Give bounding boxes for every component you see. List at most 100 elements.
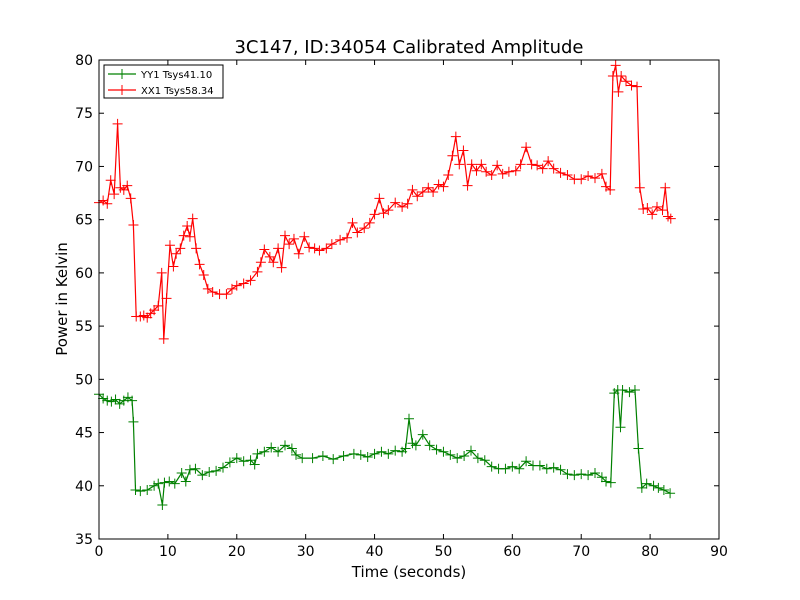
legend-marker [117,69,127,79]
x-tick-label: 10 [159,544,177,560]
data-point [459,450,470,461]
data-point [362,452,373,463]
data-point [255,257,266,268]
data-point [359,223,370,234]
data-point [610,60,621,71]
legend: YY1 Tsys41.10 XX1 Tsys58.34 [103,64,224,99]
data-point [364,217,375,228]
data-point [632,81,643,92]
data-point [184,231,195,242]
data-point [626,80,637,91]
data-point [207,287,218,298]
data-point [231,453,242,464]
data-point [424,440,435,451]
data-point [110,394,121,405]
data-point [402,198,413,209]
data-point [438,181,449,192]
data-point [180,476,191,487]
legend-box [103,64,224,99]
data-point [665,213,676,224]
data-point [273,243,284,254]
y-tick-label: 75 [75,106,93,122]
data-point [231,280,242,291]
series-xx1 [94,60,676,344]
x-tick-label: 50 [435,544,453,560]
data-point [583,470,594,481]
data-point [390,445,401,456]
data-point [106,396,117,407]
x-tick-label: 20 [228,544,246,560]
data-point [400,443,411,454]
data-point [407,184,418,195]
data-point [245,275,256,286]
data-point [352,227,363,238]
data-point [624,387,635,398]
data-point [157,499,168,510]
data-point [503,166,514,177]
data-point [613,86,624,97]
data-point [569,470,580,481]
legend-entry: YY1 Tsys41.10 [108,69,212,81]
y-tick-label: 55 [75,319,93,335]
data-point [653,482,664,493]
x-tick-label: 40 [366,544,384,560]
data-point [638,204,649,215]
data-point [245,455,256,466]
data-point [112,118,123,129]
data-point [532,160,543,171]
data-point [515,159,526,170]
y-tick-label: 65 [75,213,93,229]
data-point [562,169,573,180]
data-point [447,150,458,161]
data-point [537,163,548,174]
data-point [596,168,607,179]
data-point [122,180,133,191]
data-point [317,450,328,461]
data-point [521,456,532,467]
data-point [252,448,263,459]
data-point [286,443,297,454]
y-tick-label: 80 [75,53,93,69]
data-point [534,460,545,471]
data-point [158,333,169,344]
data-point [135,486,146,497]
data-point [309,243,320,254]
data-point [621,76,631,87]
data-point [431,444,442,455]
data-point [125,193,136,204]
data-point [616,70,627,81]
data-point [376,446,387,457]
data-point [514,463,525,474]
data-point [238,278,249,289]
y-tick-label: 45 [75,426,93,442]
data-point [171,248,182,259]
data-point [161,293,172,304]
data-point [128,416,139,427]
y-tick-label: 60 [75,266,93,282]
data-point [452,453,463,464]
data-point [176,468,187,479]
data-point [476,159,487,170]
data-point [314,245,325,256]
data-point [224,457,235,468]
x-tick-label: 0 [95,544,104,560]
data-point [374,193,385,204]
data-point [190,463,201,474]
y-axis-label: Power in Kelvin [53,242,71,356]
data-point [326,239,337,250]
data-point [259,244,270,255]
data-point [328,454,339,465]
data-point [127,395,138,406]
data-point [169,478,180,489]
data-point [466,445,476,456]
x-tick-label: 80 [641,544,659,560]
data-point [164,476,175,487]
data-point [221,289,232,300]
y-tick-label: 35 [75,532,93,548]
data-point [109,189,120,200]
x-tick-label: 90 [710,544,728,560]
data-point [510,165,521,176]
data-point [156,267,167,278]
data-point [648,480,659,491]
data-point [284,239,295,250]
